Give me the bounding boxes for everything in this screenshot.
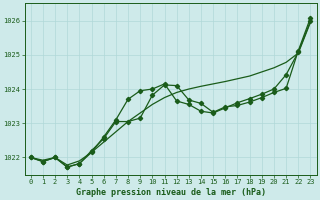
X-axis label: Graphe pression niveau de la mer (hPa): Graphe pression niveau de la mer (hPa) [76,188,266,197]
